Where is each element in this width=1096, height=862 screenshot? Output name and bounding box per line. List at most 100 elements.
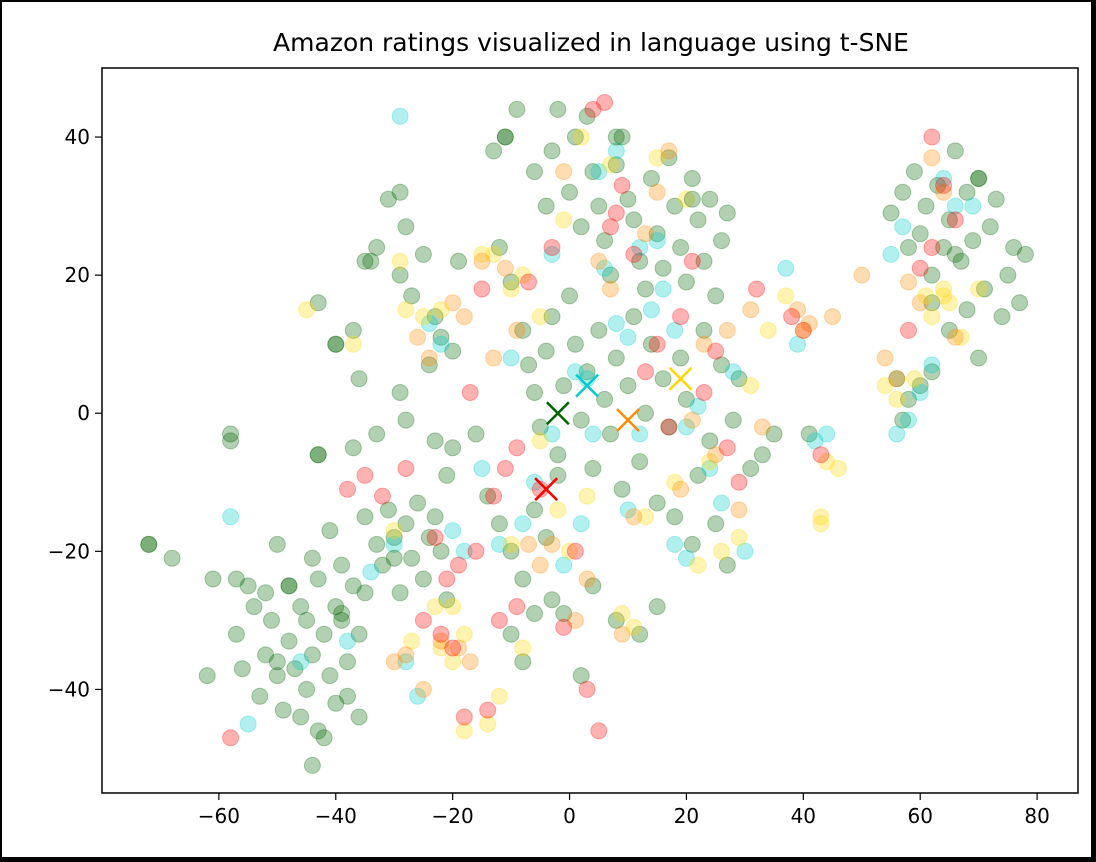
data-point <box>677 190 695 208</box>
data-point <box>309 722 327 740</box>
data-point <box>642 335 660 353</box>
data-point <box>257 646 275 664</box>
data-point <box>549 501 567 519</box>
data-point <box>368 425 386 443</box>
data-point <box>344 439 362 457</box>
data-point <box>391 183 409 201</box>
data-point <box>888 370 906 388</box>
data-point <box>654 370 672 388</box>
data-point <box>561 287 578 305</box>
chart-title: Amazon ratings visualized in language us… <box>273 28 909 57</box>
data-point <box>303 756 321 774</box>
data-point <box>339 480 356 498</box>
data-point <box>672 349 690 367</box>
data-point <box>549 466 567 484</box>
data-point <box>280 577 298 595</box>
data-point <box>625 308 643 326</box>
data-point <box>490 535 508 553</box>
data-point <box>677 273 695 291</box>
data-point <box>298 301 316 319</box>
data-point <box>718 439 736 457</box>
data-point <box>596 232 614 250</box>
data-point <box>409 687 427 705</box>
data-point <box>432 625 450 643</box>
data-point <box>590 252 608 270</box>
data-point <box>753 446 771 464</box>
data-point <box>683 411 701 429</box>
data-point <box>812 508 830 526</box>
data-point <box>502 542 520 560</box>
data-point <box>935 176 953 194</box>
data-point <box>508 321 526 339</box>
data-point <box>561 542 578 560</box>
data-point <box>894 218 912 236</box>
data-point <box>321 667 339 685</box>
data-point <box>970 349 988 367</box>
data-point <box>935 239 953 256</box>
data-point <box>923 239 941 256</box>
data-point <box>689 466 707 484</box>
data-point <box>584 425 602 443</box>
data-point <box>689 556 707 574</box>
data-point <box>648 232 666 250</box>
data-point <box>677 549 695 567</box>
data-point <box>578 363 596 381</box>
data-point <box>321 522 339 540</box>
data-point <box>496 128 514 146</box>
data-point <box>654 280 672 298</box>
data-point <box>970 170 988 187</box>
data-point <box>496 460 514 477</box>
data-point <box>578 570 596 588</box>
data-point <box>391 384 409 401</box>
data-point <box>964 232 982 250</box>
data-point <box>882 204 900 222</box>
data-point <box>508 598 526 616</box>
data-point <box>444 598 462 616</box>
data-point <box>485 245 503 263</box>
y-tick-label: 20 <box>65 263 90 287</box>
data-point <box>549 100 567 118</box>
data-point <box>508 100 526 118</box>
data-point <box>496 259 514 277</box>
data-point <box>222 432 240 450</box>
data-point <box>935 280 953 298</box>
x-tick-label: −60 <box>198 804 240 828</box>
data-point <box>642 301 660 319</box>
data-point <box>461 653 479 671</box>
data-point <box>584 100 602 118</box>
data-point <box>455 308 473 326</box>
data-point <box>414 570 432 588</box>
data-point <box>502 535 520 553</box>
data-point <box>894 411 912 429</box>
data-point <box>163 549 181 567</box>
data-point <box>602 218 619 236</box>
data-point <box>613 625 631 643</box>
data-point <box>701 453 719 471</box>
data-point <box>409 328 427 346</box>
data-point <box>672 480 690 498</box>
data-point <box>753 418 771 436</box>
data-point <box>566 335 584 353</box>
data-point <box>730 501 748 519</box>
data-point <box>718 204 736 222</box>
data-point <box>683 252 701 270</box>
data-point <box>911 384 929 401</box>
centroid-marker <box>616 408 640 433</box>
data-point <box>490 687 508 705</box>
data-point <box>911 225 929 243</box>
data-point <box>204 570 222 588</box>
centroid-stroke <box>575 373 599 398</box>
data-point <box>420 356 438 374</box>
data-point <box>660 149 678 167</box>
data-point <box>607 349 625 367</box>
data-point <box>917 197 935 215</box>
data-point <box>666 535 684 553</box>
data-point <box>467 425 485 443</box>
data-point <box>520 273 538 291</box>
data-point <box>759 321 777 339</box>
data-point <box>578 487 596 505</box>
data-point <box>485 142 503 160</box>
data-point <box>596 390 614 408</box>
data-point <box>724 411 742 429</box>
data-point <box>730 370 748 388</box>
